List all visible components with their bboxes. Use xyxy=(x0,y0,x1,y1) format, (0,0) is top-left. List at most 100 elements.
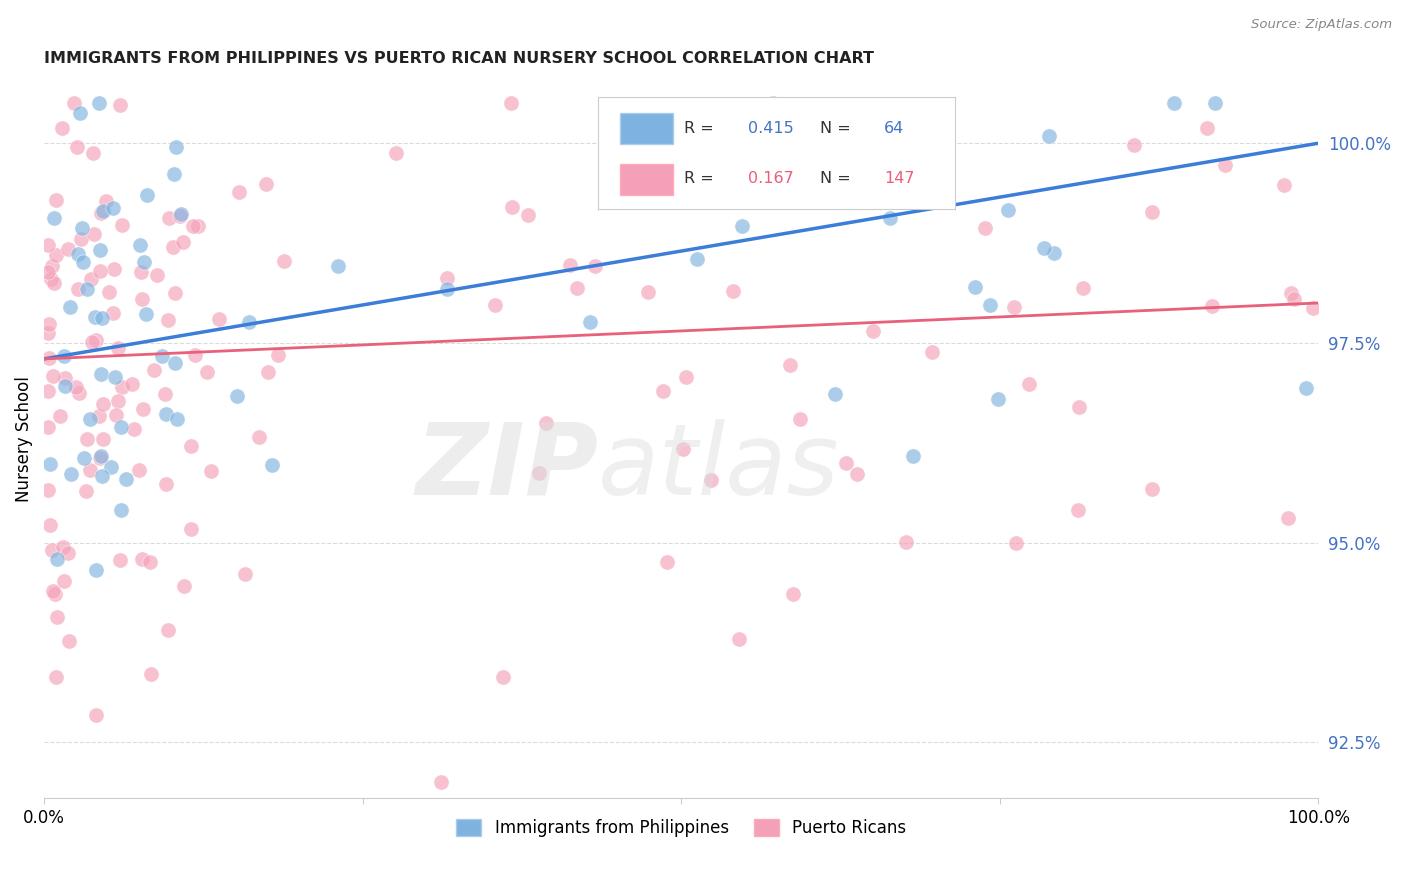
Point xyxy=(65,380,87,394)
Point xyxy=(1204,96,1226,111)
Point xyxy=(49,409,72,423)
Point xyxy=(173,579,195,593)
Point xyxy=(430,775,453,789)
Point xyxy=(613,136,636,150)
Point xyxy=(226,389,249,403)
Point xyxy=(37,384,59,398)
Point xyxy=(157,313,180,327)
Point xyxy=(111,218,134,232)
Point xyxy=(228,186,250,200)
Point xyxy=(135,307,157,321)
Point xyxy=(39,457,62,471)
Point xyxy=(108,98,131,112)
Point xyxy=(155,477,177,491)
Point xyxy=(846,467,869,481)
Point xyxy=(103,201,125,215)
Point xyxy=(107,341,129,355)
Point xyxy=(721,285,744,299)
Point xyxy=(157,211,180,225)
Point xyxy=(247,430,270,444)
Point xyxy=(1038,129,1060,144)
Point xyxy=(208,312,231,326)
Point xyxy=(166,411,188,425)
Text: ZIP: ZIP xyxy=(415,419,599,516)
Point xyxy=(53,379,76,393)
Point xyxy=(73,451,96,466)
Point xyxy=(169,209,191,223)
Point xyxy=(90,311,112,326)
Point xyxy=(762,135,785,149)
Point xyxy=(499,96,522,111)
Point xyxy=(110,503,132,517)
Point xyxy=(238,315,260,329)
Point xyxy=(1163,96,1185,111)
Point xyxy=(67,385,90,400)
Point xyxy=(53,574,76,588)
Point xyxy=(1140,204,1163,219)
Legend: Immigrants from Philippines, Puerto Ricans: Immigrants from Philippines, Puerto Rica… xyxy=(450,813,912,844)
Point xyxy=(89,264,111,278)
Point xyxy=(789,412,811,426)
Point xyxy=(41,272,63,286)
Point xyxy=(114,472,136,486)
Point xyxy=(169,207,191,221)
Point xyxy=(779,358,801,372)
Point xyxy=(87,409,110,423)
Point xyxy=(37,420,59,434)
Point xyxy=(879,211,901,226)
Point xyxy=(195,365,218,379)
Point xyxy=(567,281,589,295)
Point xyxy=(979,298,1001,312)
Point xyxy=(146,268,169,282)
Point xyxy=(44,587,66,601)
Point xyxy=(987,392,1010,406)
Point xyxy=(492,670,515,684)
Point xyxy=(997,202,1019,217)
Point xyxy=(37,265,59,279)
Point xyxy=(163,356,186,370)
Point xyxy=(41,543,63,558)
Point xyxy=(651,384,673,398)
Point xyxy=(42,276,65,290)
Point xyxy=(110,553,132,567)
Point xyxy=(1071,281,1094,295)
Point xyxy=(45,552,67,566)
Point xyxy=(82,146,104,161)
Point xyxy=(156,623,179,637)
Point xyxy=(76,432,98,446)
Point xyxy=(121,376,143,391)
Point xyxy=(91,432,114,446)
Point xyxy=(256,366,278,380)
Point xyxy=(183,348,205,362)
Point xyxy=(84,563,107,577)
Point xyxy=(59,467,82,481)
Point xyxy=(129,238,152,252)
Point xyxy=(41,584,63,599)
Point xyxy=(72,220,94,235)
Point xyxy=(1302,301,1324,316)
Point xyxy=(63,96,86,111)
Point xyxy=(711,162,734,177)
Point xyxy=(83,227,105,241)
Point xyxy=(79,412,101,426)
Point xyxy=(1284,292,1306,306)
Point xyxy=(131,292,153,306)
Point xyxy=(135,188,157,202)
Point xyxy=(150,349,173,363)
Point xyxy=(1122,137,1144,152)
Point xyxy=(165,140,187,154)
Point xyxy=(91,468,114,483)
Point xyxy=(75,483,97,498)
Point xyxy=(187,219,209,234)
Point xyxy=(110,419,132,434)
Point xyxy=(103,306,125,320)
Point xyxy=(762,96,785,111)
Point xyxy=(180,522,202,536)
Point xyxy=(1018,377,1040,392)
Point xyxy=(384,146,406,161)
Point xyxy=(90,206,112,220)
Point xyxy=(66,282,89,296)
Point xyxy=(90,368,112,382)
Point xyxy=(79,463,101,477)
Point xyxy=(90,449,112,463)
